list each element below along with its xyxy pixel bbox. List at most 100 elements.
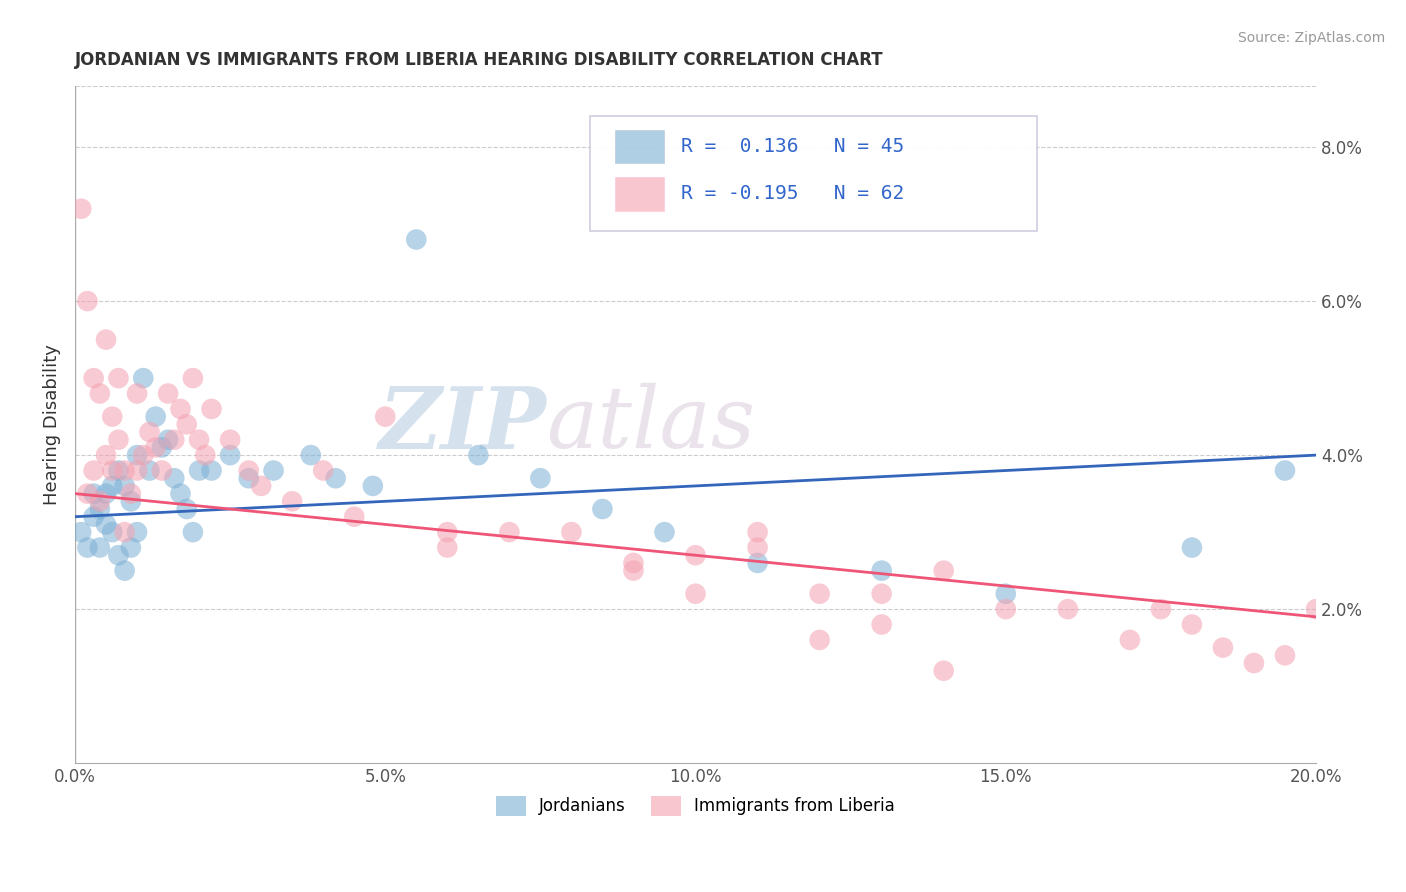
Point bbox=[101, 463, 124, 477]
Point bbox=[176, 502, 198, 516]
Point bbox=[114, 463, 136, 477]
Point bbox=[120, 541, 142, 555]
Point bbox=[120, 486, 142, 500]
Point bbox=[145, 441, 167, 455]
Point bbox=[436, 541, 458, 555]
Point bbox=[1119, 632, 1142, 647]
Point bbox=[498, 525, 520, 540]
Point bbox=[76, 541, 98, 555]
Point bbox=[747, 541, 769, 555]
Text: Source: ZipAtlas.com: Source: ZipAtlas.com bbox=[1237, 31, 1385, 45]
Point bbox=[163, 471, 186, 485]
Point bbox=[467, 448, 489, 462]
Point bbox=[114, 564, 136, 578]
Point bbox=[1150, 602, 1173, 616]
Point bbox=[101, 479, 124, 493]
Point bbox=[747, 525, 769, 540]
Point bbox=[169, 486, 191, 500]
Point bbox=[932, 564, 955, 578]
Point bbox=[132, 448, 155, 462]
FancyBboxPatch shape bbox=[614, 177, 665, 211]
Point bbox=[1212, 640, 1234, 655]
Point bbox=[374, 409, 396, 424]
Point bbox=[250, 479, 273, 493]
Point bbox=[325, 471, 347, 485]
Text: R = -0.195   N = 62: R = -0.195 N = 62 bbox=[681, 185, 904, 203]
Point bbox=[808, 587, 831, 601]
Point bbox=[994, 587, 1017, 601]
Point bbox=[200, 401, 222, 416]
Point bbox=[76, 486, 98, 500]
Point bbox=[808, 632, 831, 647]
Point bbox=[529, 471, 551, 485]
Point bbox=[176, 417, 198, 432]
Text: atlas: atlas bbox=[547, 383, 755, 466]
Point bbox=[94, 486, 117, 500]
Point bbox=[107, 433, 129, 447]
FancyBboxPatch shape bbox=[614, 129, 665, 163]
Point bbox=[1181, 617, 1204, 632]
Point bbox=[591, 502, 613, 516]
Point bbox=[685, 548, 707, 562]
FancyBboxPatch shape bbox=[591, 116, 1036, 231]
Point bbox=[94, 333, 117, 347]
Point bbox=[150, 441, 173, 455]
Point bbox=[83, 463, 105, 477]
Point bbox=[94, 517, 117, 532]
Point bbox=[138, 425, 160, 439]
Point bbox=[1274, 648, 1296, 663]
Point bbox=[169, 401, 191, 416]
Point bbox=[219, 448, 242, 462]
Text: ZIP: ZIP bbox=[378, 383, 547, 467]
Text: R =  0.136   N = 45: R = 0.136 N = 45 bbox=[681, 137, 904, 156]
Point bbox=[1305, 602, 1327, 616]
Point bbox=[194, 448, 217, 462]
Point bbox=[188, 463, 211, 477]
Legend: Jordanians, Immigrants from Liberia: Jordanians, Immigrants from Liberia bbox=[489, 789, 901, 822]
Y-axis label: Hearing Disability: Hearing Disability bbox=[44, 344, 60, 505]
Point bbox=[685, 587, 707, 601]
Point bbox=[163, 433, 186, 447]
Point bbox=[1181, 541, 1204, 555]
Point bbox=[623, 556, 645, 570]
Text: JORDANIAN VS IMMIGRANTS FROM LIBERIA HEARING DISABILITY CORRELATION CHART: JORDANIAN VS IMMIGRANTS FROM LIBERIA HEA… bbox=[75, 51, 883, 69]
Point bbox=[83, 486, 105, 500]
Point bbox=[125, 386, 148, 401]
Point bbox=[89, 502, 111, 516]
Point bbox=[70, 202, 93, 216]
Point bbox=[83, 371, 105, 385]
Point bbox=[1243, 656, 1265, 670]
Point bbox=[150, 463, 173, 477]
Point bbox=[361, 479, 384, 493]
Point bbox=[157, 386, 180, 401]
Point bbox=[1056, 602, 1078, 616]
Point bbox=[145, 409, 167, 424]
Point bbox=[932, 664, 955, 678]
Point bbox=[89, 494, 111, 508]
Point bbox=[107, 548, 129, 562]
Point bbox=[747, 556, 769, 570]
Point bbox=[281, 494, 304, 508]
Point bbox=[107, 371, 129, 385]
Point bbox=[120, 494, 142, 508]
Point bbox=[132, 371, 155, 385]
Point bbox=[89, 541, 111, 555]
Point bbox=[238, 471, 260, 485]
Point bbox=[125, 448, 148, 462]
Point bbox=[94, 448, 117, 462]
Point bbox=[1274, 463, 1296, 477]
Point bbox=[138, 463, 160, 477]
Point bbox=[263, 463, 285, 477]
Point bbox=[188, 433, 211, 447]
Point bbox=[70, 525, 93, 540]
Point bbox=[343, 509, 366, 524]
Point bbox=[560, 525, 582, 540]
Point bbox=[101, 525, 124, 540]
Point bbox=[870, 617, 893, 632]
Point bbox=[181, 525, 204, 540]
Point bbox=[312, 463, 335, 477]
Point bbox=[83, 509, 105, 524]
Point bbox=[436, 525, 458, 540]
Point bbox=[157, 433, 180, 447]
Point bbox=[405, 233, 427, 247]
